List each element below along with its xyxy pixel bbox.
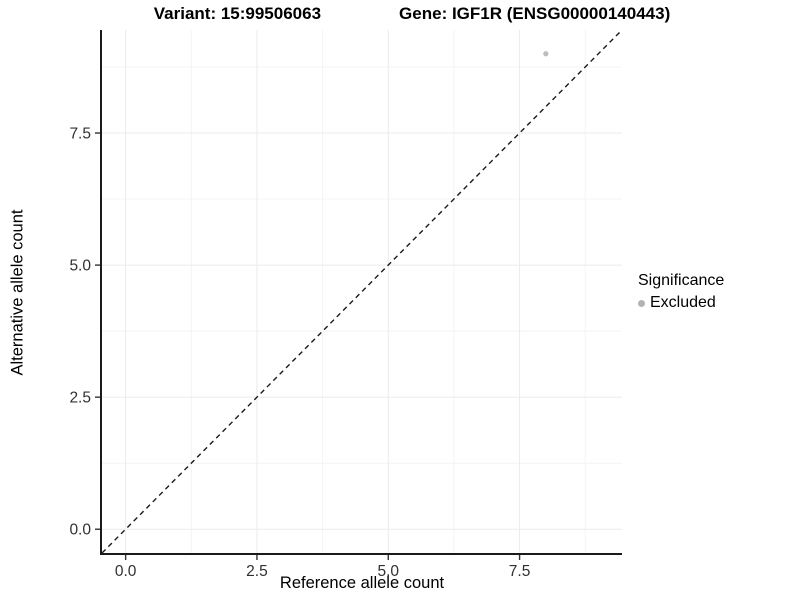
y-tick-label: 2.5 xyxy=(69,390,91,407)
y-tick-label: 0.0 xyxy=(69,522,91,539)
y-axis-title: Alternative allele count xyxy=(8,209,27,376)
x-axis-title: Reference allele count xyxy=(279,574,445,592)
legend-entry-label: Excluded xyxy=(650,294,716,311)
legend: Significance Excluded xyxy=(638,272,724,312)
plot-title: Variant: 15:99506063 Gene: IGF1R (ENSG00… xyxy=(102,4,722,24)
legend-point-icon xyxy=(638,299,645,307)
identity-reference-line xyxy=(101,29,623,554)
y-tick-label: 5.0 xyxy=(69,258,91,275)
x-tick-label: 7.5 xyxy=(509,563,531,580)
plot-title-variant: Variant: 15:99506063 xyxy=(153,4,322,23)
data-point xyxy=(543,51,549,57)
plot-title-gene: Gene: IGF1R (ENSG00000140443) xyxy=(399,4,671,23)
x-tick-label: 5.0 xyxy=(377,563,399,580)
legend-title: Significance xyxy=(638,272,725,289)
y-tick-label: 7.5 xyxy=(69,126,91,143)
x-tick-label: 2.5 xyxy=(246,563,268,580)
x-tick-label: 0.0 xyxy=(115,563,137,580)
legend-entry-excluded: Excluded xyxy=(638,294,724,312)
